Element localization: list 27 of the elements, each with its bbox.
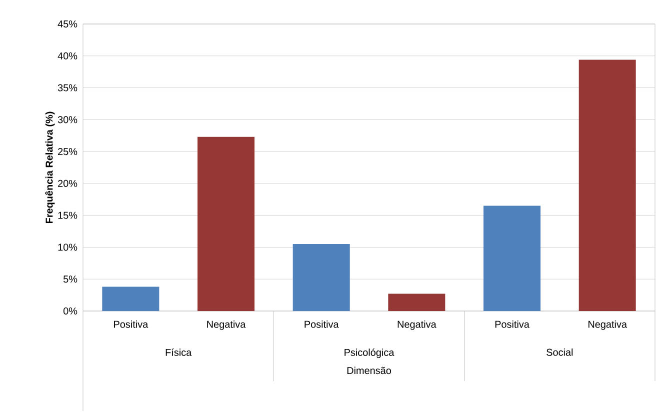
- bar: [102, 286, 160, 311]
- bar: [292, 244, 350, 311]
- y-tick-label: 15%: [58, 212, 78, 219]
- bar: [388, 294, 446, 311]
- y-tick-label: 0%: [63, 307, 78, 315]
- x-axis-title: Dimensão: [347, 366, 392, 374]
- x-tick-label: Positiva: [495, 320, 530, 328]
- text: Social: [546, 348, 573, 356]
- text: Psicológica: [344, 348, 394, 358]
- x-tick-label: Negativa: [398, 320, 436, 330]
- y-tick-label: 10%: [58, 244, 78, 251]
- y-tick-label: 5%: [63, 276, 78, 283]
- text: Física: [166, 348, 192, 356]
- y-tick-label: 35%: [58, 84, 78, 92]
- y-tick-label: 20%: [58, 180, 78, 187]
- bar: [578, 60, 636, 311]
- x-tick-label: Negativa: [207, 320, 246, 330]
- y-axis-title: Frequência Relativa (%): [45, 112, 55, 224]
- y-tick-label: 40%: [58, 52, 78, 60]
- bar: [198, 136, 255, 311]
- y-tick-label: 25%: [58, 148, 78, 156]
- y-tick-label: 45%: [58, 20, 78, 28]
- x-tick-label: Positiva: [304, 320, 339, 328]
- bar: [484, 206, 541, 311]
- x-tick-label: Positiva: [114, 320, 148, 328]
- x-tick-label: Negativa: [588, 320, 627, 330]
- y-tick-label: 30%: [58, 116, 78, 124]
